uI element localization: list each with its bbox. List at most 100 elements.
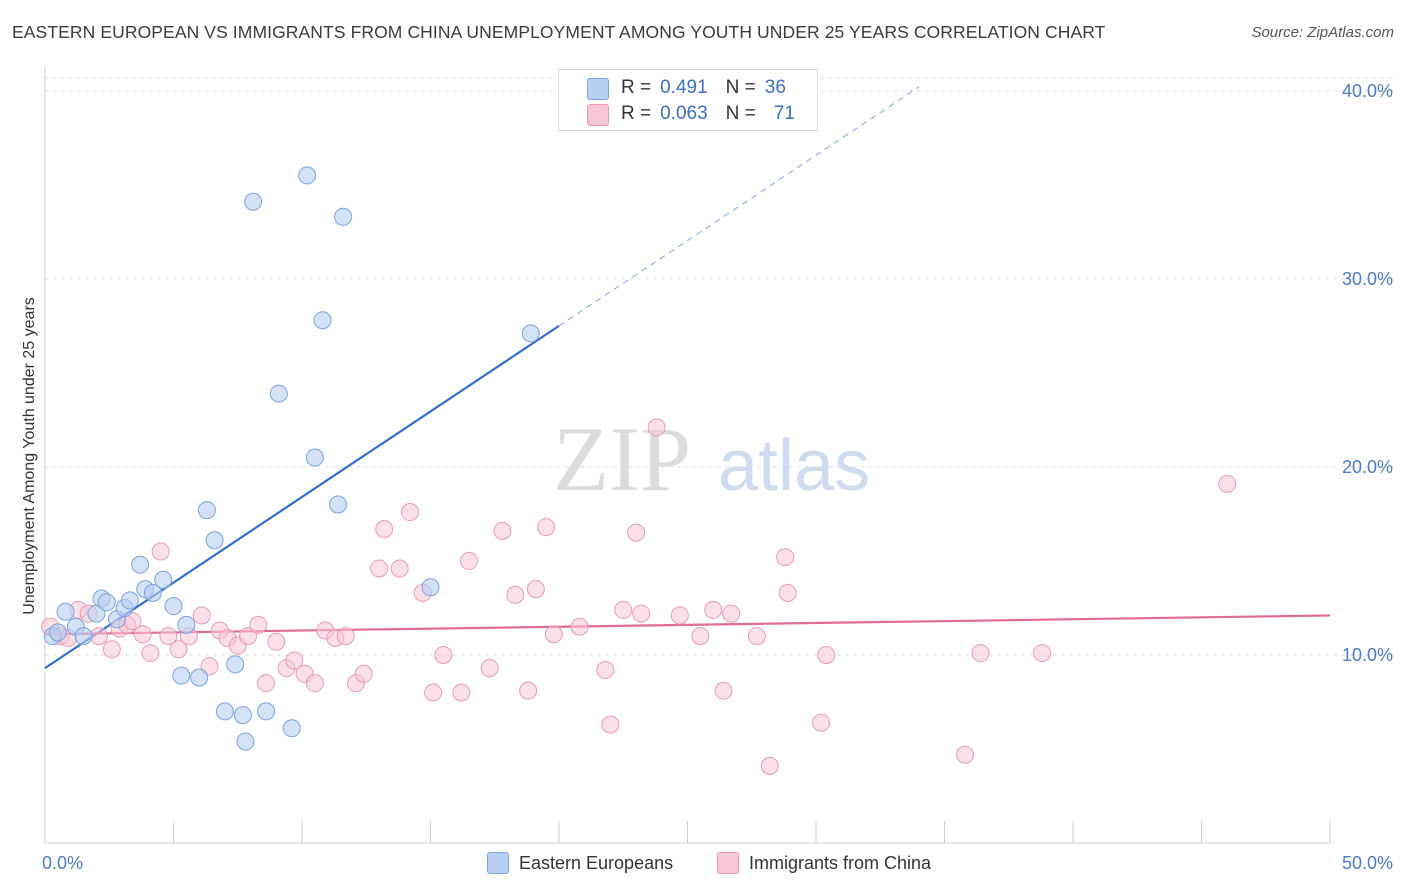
- stats-row-eastern-europeans: R = 0.491 N = 36: [621, 75, 786, 101]
- y-tick-label: 10.0%: [1342, 645, 1393, 665]
- r-value: 0.063: [660, 103, 708, 124]
- data-point-eastern-european: [313, 311, 332, 330]
- y-tick-label: 30.0%: [1342, 269, 1393, 289]
- data-point-china: [544, 625, 563, 644]
- data-point-eastern-european: [172, 666, 191, 685]
- data-point-china: [714, 681, 733, 700]
- data-point-china: [151, 542, 170, 561]
- data-point-china: [424, 683, 443, 702]
- data-point-eastern-european: [521, 324, 540, 343]
- data-point-china: [776, 548, 795, 567]
- data-point-china: [133, 625, 152, 644]
- r-value: 0.491: [660, 77, 708, 98]
- data-point-china: [141, 644, 160, 663]
- legend-swatch-pink: [587, 104, 609, 126]
- data-point-china: [670, 606, 689, 625]
- data-point-china: [570, 617, 589, 636]
- data-point-eastern-european: [282, 719, 301, 738]
- data-point-eastern-european: [215, 702, 234, 721]
- data-point-china: [601, 715, 620, 734]
- data-point-eastern-european: [328, 495, 347, 514]
- data-point-china: [647, 418, 666, 437]
- legend-swatch-blue: [587, 78, 609, 100]
- data-point-china: [354, 664, 373, 683]
- data-point-eastern-european: [244, 192, 263, 211]
- data-point-china: [267, 632, 286, 651]
- legend-label: Eastern Europeans: [519, 852, 674, 873]
- stats-row-immigrants-from-china: R = 0.063 N = 71: [621, 101, 795, 127]
- legend-swatch-blue: [487, 852, 509, 874]
- series-eastern-europeans: [43, 166, 540, 751]
- data-point-china: [526, 580, 545, 599]
- r-label: R =: [621, 103, 652, 124]
- chart-title: EASTERN EUROPEAN VS IMMIGRANTS FROM CHIN…: [12, 22, 1106, 42]
- data-point-china: [519, 681, 538, 700]
- data-point-china: [400, 503, 419, 522]
- data-point-china: [1218, 474, 1237, 493]
- legend-swatch-pink: [717, 852, 739, 874]
- n-value: 36: [764, 77, 786, 98]
- n-label: N =: [725, 77, 756, 98]
- data-point-eastern-european: [164, 597, 183, 616]
- n-label: N =: [725, 103, 756, 124]
- y-axis-label: Unemployment Among Youth under 25 years: [21, 297, 38, 615]
- data-point-china: [506, 585, 525, 604]
- data-point-eastern-european: [190, 668, 209, 687]
- data-point-eastern-european: [131, 555, 150, 574]
- gridlines: [45, 77, 1394, 656]
- tick-labels: 10.0% 20.0% 30.0% 40.0% 0.0% 50.0%: [42, 81, 1393, 873]
- data-point-china: [336, 627, 355, 646]
- legend-item-eastern-europeans: Eastern Europeans: [487, 852, 673, 874]
- data-point-china: [375, 519, 394, 538]
- data-point-eastern-european: [48, 623, 67, 642]
- data-point-china: [305, 674, 324, 693]
- data-point-china: [704, 600, 723, 619]
- stats-legend: R = 0.491 N = 36 R = 0.063 N = 71: [558, 69, 818, 131]
- data-point-china: [971, 644, 990, 663]
- data-point-china: [159, 627, 178, 646]
- data-point-eastern-european: [177, 615, 196, 634]
- data-point-china: [760, 756, 779, 775]
- data-point-eastern-european: [421, 578, 440, 597]
- data-point-china: [632, 604, 651, 623]
- data-point-china: [778, 583, 797, 602]
- data-point-china: [722, 604, 741, 623]
- watermark-zip: ZIP: [553, 408, 691, 510]
- y-tick-label: 40.0%: [1342, 81, 1393, 101]
- data-point-china: [200, 657, 219, 676]
- data-point-eastern-european: [233, 706, 252, 725]
- trend-lines: [44, 86, 1331, 670]
- source-label: Source: ZipAtlas.com: [1251, 24, 1394, 41]
- data-point-china: [249, 615, 268, 634]
- r-label: R =: [621, 77, 652, 98]
- data-point-china: [370, 559, 389, 578]
- data-point-eastern-european: [334, 207, 353, 226]
- data-point-china: [596, 660, 615, 679]
- data-point-eastern-european: [298, 166, 317, 185]
- data-point-eastern-european: [197, 501, 216, 520]
- data-point-eastern-european: [305, 448, 324, 467]
- data-point-china: [691, 627, 710, 646]
- x-tick-label-min: 0.0%: [42, 853, 83, 873]
- series-legend: Eastern Europeans Immigrants from China: [0, 852, 1406, 878]
- legend-item-immigrants-from-china: Immigrants from China: [717, 852, 931, 874]
- data-point-eastern-european: [257, 702, 276, 721]
- y-tick-label: 20.0%: [1342, 457, 1393, 477]
- data-point-china: [192, 606, 211, 625]
- data-point-china: [434, 645, 453, 664]
- data-point-china: [812, 713, 831, 732]
- watermark-atlas: atlas: [718, 426, 870, 506]
- data-point-china: [956, 745, 975, 764]
- data-point-china: [89, 627, 108, 646]
- data-point-eastern-european: [97, 593, 116, 612]
- data-point-china: [493, 521, 512, 540]
- data-point-china: [169, 640, 188, 659]
- data-point-china: [257, 674, 276, 693]
- legend-label: Immigrants from China: [749, 852, 932, 873]
- axes: [44, 66, 1331, 844]
- series-immigrants-from-china: [41, 418, 1237, 775]
- data-point-china: [817, 645, 836, 664]
- data-point-china: [102, 640, 121, 659]
- data-point-eastern-european: [143, 583, 162, 602]
